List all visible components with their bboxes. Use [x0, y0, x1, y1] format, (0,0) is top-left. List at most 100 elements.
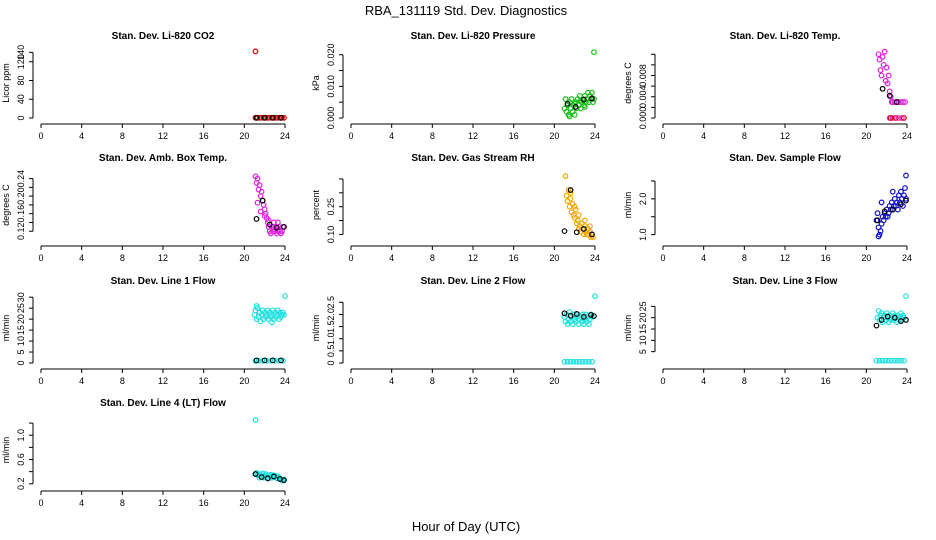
- x-tick-label: 20: [239, 131, 249, 141]
- data-point: [268, 319, 275, 326]
- x-tick-label: 16: [821, 131, 831, 141]
- x-tick-label: 12: [468, 253, 478, 263]
- data-point: [580, 96, 587, 103]
- series-all: [873, 172, 909, 240]
- x-tick-label: 0: [348, 253, 353, 263]
- data-point: [903, 317, 909, 323]
- y-tick-label: 0: [16, 115, 26, 120]
- y-tick-label: 40: [16, 94, 26, 104]
- data-point: [591, 49, 597, 56]
- data-point: [259, 197, 266, 204]
- data-point: [563, 192, 570, 199]
- data-point: [582, 358, 589, 365]
- data-point: [882, 213, 889, 220]
- data-point: [567, 187, 574, 193]
- data-point: [564, 358, 571, 365]
- data-point: [256, 182, 263, 189]
- x-tick-label: 4: [79, 376, 84, 386]
- data-point: [903, 197, 909, 204]
- x-tick-label: 24: [590, 376, 600, 386]
- x-tick-label: 24: [590, 253, 600, 263]
- y-tick-label: 20: [16, 314, 26, 324]
- panel-ylabel: ml/min: [623, 315, 633, 342]
- x-tick-label: 20: [549, 376, 559, 386]
- x-tick-label: 0: [38, 131, 43, 141]
- data-point: [884, 213, 891, 220]
- x-tick-label: 20: [239, 376, 249, 386]
- data-point: [573, 229, 580, 236]
- x-tick-label: 12: [780, 253, 790, 263]
- chart-panel-3: Stan. Dev. Li-820 Temp.degrees C0.0000.0…: [623, 31, 912, 141]
- data-point: [886, 92, 893, 99]
- data-point: [882, 357, 889, 364]
- panel-title: Stan. Dev. Li-820 Temp.: [730, 31, 841, 42]
- data-point: [888, 357, 895, 364]
- series-hourly: [564, 95, 595, 110]
- data-point: [893, 99, 900, 105]
- x-tick-label: 8: [120, 376, 125, 386]
- y-tick-label: 1.5: [326, 320, 336, 333]
- panel-title: Stan. Dev. Line 2 Flow: [421, 276, 526, 287]
- data-point: [576, 358, 583, 365]
- x-tick-label: 16: [509, 131, 519, 141]
- y-tick-label: 80: [16, 75, 26, 85]
- data-point: [890, 203, 897, 209]
- data-point: [278, 114, 284, 121]
- x-tick-label: 8: [120, 498, 125, 508]
- data-point: [589, 89, 595, 96]
- chart-panel-4: Stan. Dev. Amb. Box Temp.degrees C0.120.…: [1, 153, 290, 263]
- data-point: [878, 199, 885, 206]
- data-point: [570, 358, 577, 365]
- data-point: [588, 234, 594, 241]
- chart-panel-6: Stan. Dev. Sample Flow ml/min 1.0 2.0 0 4 8 12 1…: [623, 153, 912, 263]
- data-point: [903, 195, 909, 202]
- panel-title: Stan. Dev. Sample Flow: [729, 153, 841, 164]
- data-point: [592, 293, 598, 300]
- x-tick-label: 20: [861, 376, 871, 386]
- data-point: [877, 67, 884, 74]
- data-point: [579, 358, 586, 365]
- data-point: [873, 357, 880, 364]
- x-tick-label: 4: [701, 376, 706, 386]
- x-tick-label: 24: [280, 253, 290, 263]
- data-point: [889, 188, 896, 195]
- x-tick-label: 4: [701, 131, 706, 141]
- data-point: [253, 114, 260, 121]
- y-tick-label: 25: [16, 303, 26, 313]
- series-hourly: [253, 114, 284, 121]
- data-point: [589, 231, 595, 238]
- data-point: [881, 48, 888, 55]
- data-point: [877, 228, 884, 234]
- x-tick-label: 12: [158, 498, 168, 508]
- series-hourly: [561, 187, 595, 238]
- y-tick-label: 2.0: [638, 193, 648, 206]
- data-point: [891, 314, 898, 321]
- data-point: [580, 313, 587, 320]
- data-point: [894, 357, 901, 364]
- y-tick-label: 0.000: [638, 107, 648, 130]
- x-tick-label: 4: [79, 498, 84, 508]
- y-tick-label: 15: [638, 324, 648, 334]
- panel-ylabel: ml/min: [311, 315, 321, 342]
- x-tick-label: 16: [199, 376, 209, 386]
- x-tick-label: 4: [701, 253, 706, 263]
- series-low: [887, 115, 907, 121]
- x-tick-label: 24: [902, 376, 912, 386]
- x-tick-label: 24: [280, 376, 290, 386]
- y-tick-label: 15: [16, 325, 26, 335]
- x-tick-label: 4: [79, 253, 84, 263]
- data-point: [590, 234, 596, 241]
- y-tick-label: 1.0: [638, 228, 648, 241]
- data-point: [887, 206, 894, 213]
- x-tick-label: 20: [861, 253, 871, 263]
- data-point: [898, 188, 904, 195]
- data-point: [573, 358, 580, 365]
- panel-ylabel: ml/min: [1, 315, 11, 342]
- panel-ylabel: ml/min: [623, 192, 633, 219]
- y-tick-label: 10: [16, 336, 26, 346]
- x-tick-label: 12: [158, 376, 168, 386]
- x-tick-label: 4: [79, 131, 84, 141]
- figure-xlabel: Hour of Day (UTC): [412, 519, 520, 534]
- data-point: [903, 172, 909, 179]
